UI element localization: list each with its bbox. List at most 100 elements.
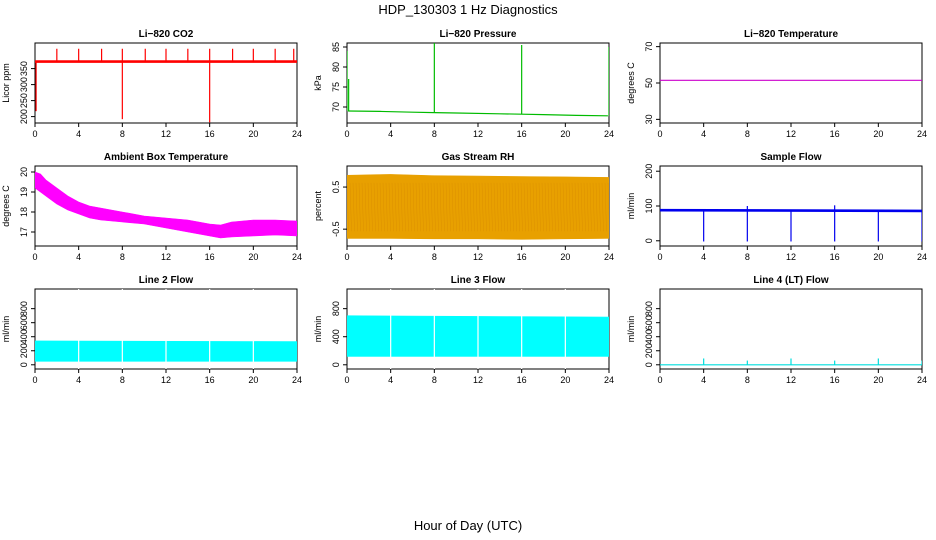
y-tick-label: 200 — [644, 343, 654, 358]
data-band-texture — [367, 182, 370, 232]
x-tick-label: 12 — [161, 375, 171, 385]
data-band-texture — [538, 182, 541, 232]
x-tick-label: 4 — [76, 129, 81, 139]
x-tick-label: 4 — [76, 375, 81, 385]
x-tick-label: 0 — [344, 375, 349, 385]
x-tick-label: 16 — [205, 375, 215, 385]
data-band-texture — [562, 182, 565, 232]
data-band-texture — [347, 182, 349, 232]
x-tick-label: 20 — [560, 252, 570, 262]
data-band-texture — [436, 182, 439, 232]
data-band-texture — [472, 182, 475, 232]
y-tick-label: 800 — [644, 301, 654, 316]
y-tick-label: 70 — [331, 102, 341, 112]
data-band-texture — [466, 182, 469, 232]
data-band-texture — [439, 182, 442, 232]
data-band-texture — [442, 182, 445, 232]
y-axis-label: degrees C — [626, 62, 636, 104]
x-tick-label: 4 — [388, 375, 393, 385]
data-band-texture — [595, 182, 598, 232]
data-band — [35, 171, 297, 239]
y-axis-label: degrees C — [1, 185, 11, 227]
y-tick-label: 350 — [19, 61, 29, 76]
data-band-texture — [457, 182, 460, 232]
data-band-texture — [415, 182, 418, 232]
data-band-texture — [493, 182, 496, 232]
data-band-texture — [502, 182, 505, 232]
data-band-texture — [463, 182, 466, 232]
x-tick-label: 4 — [388, 252, 393, 262]
chart-title: Li−820 CO2 — [139, 29, 194, 40]
data-layer — [660, 205, 922, 242]
x-tick-label: 0 — [32, 129, 37, 139]
chart-panel-1: Li−820 CO2 Licor ppm 0 4 8 12 16 20 24 2002503003… — [1, 29, 302, 139]
x-tick-label: 20 — [873, 252, 883, 262]
data-band-texture — [583, 182, 586, 232]
x-tick-label: 8 — [432, 252, 437, 262]
data-band-texture — [508, 182, 511, 232]
chart-panel-7: Line 2 Flow ml/min 0 4 8 12 16 20 24 0 20040060080… — [1, 275, 302, 385]
x-tick-label: 24 — [292, 375, 302, 385]
data-band-texture — [601, 182, 604, 232]
x-tick-label: 16 — [517, 129, 527, 139]
data-band-texture — [568, 182, 571, 232]
data-band-texture — [532, 182, 535, 232]
x-tick-label: 0 — [657, 129, 662, 139]
x-tick-label: 12 — [473, 252, 483, 262]
data-band-texture — [412, 182, 415, 232]
data-band-texture — [577, 182, 580, 232]
data-band-texture — [406, 182, 409, 232]
figure-title: HDP_130303 1 Hz Diagnostics — [378, 2, 558, 17]
data-band-texture — [433, 182, 436, 232]
y-tick-label: 0 — [331, 362, 341, 367]
y-axis-label: ml/min — [626, 316, 636, 343]
data-band-texture — [565, 182, 568, 232]
x-tick-label: 16 — [205, 252, 215, 262]
y-axis-label: ml/min — [1, 316, 11, 343]
x-tick-label: 16 — [830, 375, 840, 385]
data-band-texture — [598, 182, 601, 232]
chart-panel-8: Line 3 Flow ml/min 0 4 8 12 16 20 24 0 400 800 — [313, 275, 614, 385]
chart-title: Sample Flow — [760, 152, 821, 163]
y-axis-label: ml/min — [313, 316, 323, 343]
shared-x-axis-label: Hour of Day (UTC) — [413, 518, 523, 533]
data-band-texture — [553, 182, 556, 232]
x-tick-label: 8 — [745, 252, 750, 262]
data-band-texture — [397, 182, 400, 232]
x-tick-label: 12 — [161, 252, 171, 262]
y-tick-label: 200 — [19, 343, 29, 358]
x-tick-label: 12 — [161, 129, 171, 139]
x-tick-label: 12 — [473, 375, 483, 385]
data-band-texture — [523, 182, 526, 232]
x-tick-label: 16 — [205, 129, 215, 139]
data-band-texture — [550, 182, 553, 232]
x-tick-label: 24 — [604, 129, 614, 139]
data-band-texture — [574, 182, 577, 232]
y-axis-label: kPa — [313, 75, 323, 91]
data-band-texture — [403, 182, 406, 232]
y-tick-label: 0 — [644, 362, 654, 367]
data-band-texture — [607, 182, 609, 222]
plot-frame — [659, 288, 923, 370]
x-tick-label: 16 — [830, 129, 840, 139]
chart-title: Li−820 Pressure — [440, 29, 517, 40]
data-band-texture — [394, 182, 397, 232]
data-band-texture — [469, 182, 472, 232]
data-band-texture — [352, 182, 355, 232]
chart-panel-2: Li−820 Pressure kPa 0 4 8 12 16 20 24 70 75 80 85 — [313, 29, 614, 139]
chart-panel-4: Ambient Box Temperature degrees C 0 4 8 12 16 2… — [1, 152, 302, 262]
y-tick-label: 200 — [644, 164, 654, 179]
data-band-texture — [586, 182, 589, 232]
data-band-texture — [379, 182, 382, 232]
chart-panel-5: Gas Stream RH percent 0 4 8 12 16 20 24 -0.5 0.5 — [313, 152, 614, 262]
data-band-texture — [448, 182, 451, 232]
y-tick-label: 0.5 — [331, 181, 341, 194]
data-band-texture — [514, 182, 517, 232]
x-tick-label: 24 — [917, 252, 927, 262]
data-layer — [347, 289, 609, 369]
x-tick-label: 24 — [604, 375, 614, 385]
x-tick-label: 0 — [344, 252, 349, 262]
data-band-texture — [361, 182, 364, 232]
y-tick-label: 100 — [644, 198, 654, 213]
